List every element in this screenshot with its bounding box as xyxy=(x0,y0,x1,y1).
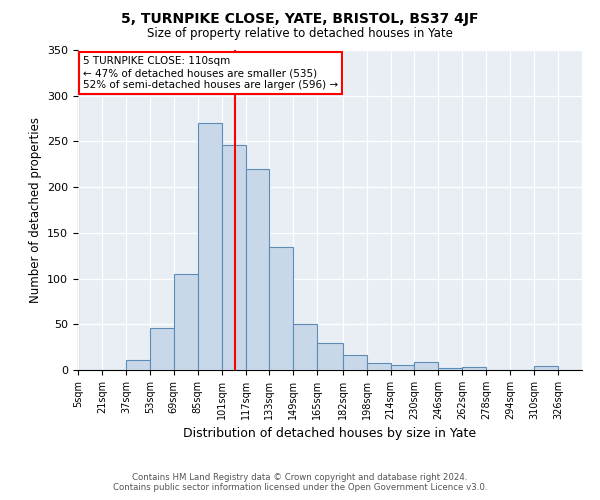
Bar xyxy=(439,368,463,370)
Text: 5 TURNPIKE CLOSE: 110sqm
← 47% of detached houses are smaller (535)
52% of semi-: 5 TURNPIKE CLOSE: 110sqm ← 47% of detach… xyxy=(83,56,338,90)
Bar xyxy=(415,362,439,370)
Bar xyxy=(269,248,293,370)
Bar xyxy=(534,366,558,370)
X-axis label: Distribution of detached houses by size in Yate: Distribution of detached houses by size … xyxy=(184,428,476,440)
Bar xyxy=(367,362,391,370)
Text: Contains HM Land Registry data © Crown copyright and database right 2024.
Contai: Contains HM Land Registry data © Crown c… xyxy=(113,473,487,492)
Bar xyxy=(150,328,174,370)
Bar xyxy=(245,169,269,370)
Bar xyxy=(197,123,221,370)
Y-axis label: Number of detached properties: Number of detached properties xyxy=(29,117,41,303)
Bar xyxy=(221,145,245,370)
Bar xyxy=(391,366,415,370)
Bar xyxy=(463,368,486,370)
Bar xyxy=(317,344,343,370)
Text: 5, TURNPIKE CLOSE, YATE, BRISTOL, BS37 4JF: 5, TURNPIKE CLOSE, YATE, BRISTOL, BS37 4… xyxy=(121,12,479,26)
Bar xyxy=(126,360,150,370)
Text: Size of property relative to detached houses in Yate: Size of property relative to detached ho… xyxy=(147,28,453,40)
Bar xyxy=(293,324,317,370)
Bar xyxy=(174,274,197,370)
Bar xyxy=(343,356,367,370)
